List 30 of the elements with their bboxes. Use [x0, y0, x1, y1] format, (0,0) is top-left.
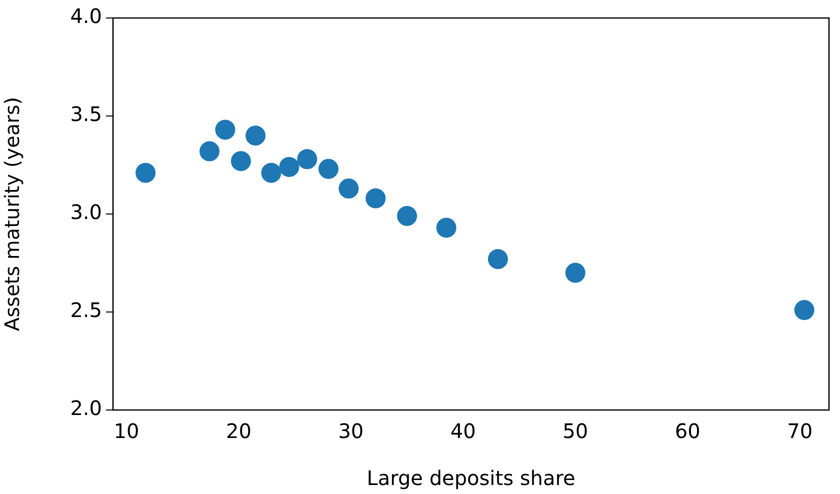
x-tick-label: 40	[450, 419, 476, 444]
point	[488, 249, 508, 270]
point	[261, 162, 282, 183]
x-tick-label: 50	[562, 419, 588, 444]
point	[318, 158, 338, 179]
x-tick-label: 60	[674, 419, 700, 444]
point	[246, 126, 266, 146]
x-axis-title: Large deposits share	[366, 466, 576, 490]
y-axis-title: Assets maturity (years)	[0, 96, 24, 332]
point	[230, 151, 251, 172]
x-tick-label: 10	[114, 419, 140, 444]
y-tick-label: 2.0	[70, 396, 102, 420]
point	[200, 141, 220, 162]
point	[794, 300, 814, 320]
point	[215, 120, 236, 140]
y-tick-label: 4.0	[70, 4, 102, 28]
y-tick-label: 3.0	[70, 200, 102, 224]
point	[436, 218, 456, 238]
point	[366, 188, 386, 208]
point	[565, 262, 586, 283]
y-tick-label: 3.5	[70, 102, 102, 126]
point	[279, 156, 300, 177]
x-tick-label: 30	[338, 419, 364, 444]
y-tick-label: 2.5	[70, 298, 102, 322]
point	[297, 149, 318, 170]
point	[397, 206, 418, 226]
x-tick-label: 20	[226, 419, 252, 444]
x-tick-label: 70	[787, 419, 813, 444]
point	[338, 178, 359, 199]
point	[136, 162, 156, 183]
